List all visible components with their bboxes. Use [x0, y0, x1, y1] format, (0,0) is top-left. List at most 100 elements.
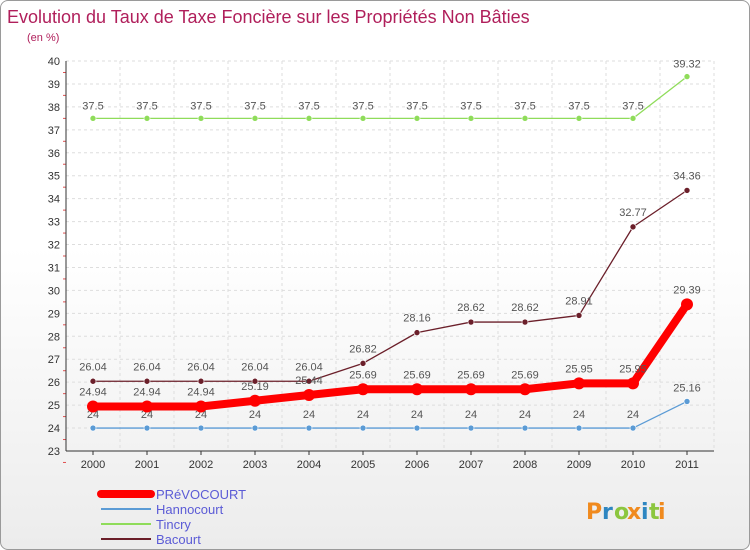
axes: 23 24 25 26 27 28 29 30 31 32 33 34 35 36 37 38 39 40 2000… [48, 56, 714, 471]
y-tick-label: 31 [48, 262, 60, 274]
data-label: 25.95 [619, 363, 647, 375]
data-point [413, 115, 421, 122]
logo-letter: x [627, 500, 641, 525]
data-label: 25.69 [457, 369, 485, 381]
data-label: 29.39 [673, 284, 701, 296]
data-label: 26.04 [187, 361, 215, 373]
logo-letter: o [614, 500, 629, 525]
data-point [195, 400, 207, 413]
series-line-tincry [92, 75, 688, 120]
data-label: 25.69 [403, 369, 431, 381]
x-tick-label: 2004 [297, 459, 321, 471]
data-label: 37.5 [460, 100, 481, 112]
y-tick-label: 35 [48, 171, 60, 183]
chart-title: Evolution du Taux de Taxe Foncière sur l… [7, 7, 530, 27]
data-point [683, 187, 691, 194]
legend-label: Bacourt [156, 532, 201, 547]
data-point [141, 400, 153, 413]
x-tick-label: 2009 [567, 459, 591, 471]
data-point [143, 115, 151, 122]
data-point [681, 298, 693, 311]
data-point [467, 318, 475, 326]
data-label: 24 [87, 409, 99, 421]
data-point [197, 115, 205, 122]
data-point [197, 424, 205, 432]
data-label: 39.32 [673, 59, 701, 71]
data-label: 24 [249, 409, 261, 421]
data-label: 32.77 [619, 207, 647, 219]
data-point [413, 329, 421, 336]
y-tick-label: 37 [48, 125, 60, 137]
data-point [87, 400, 99, 413]
data-point [521, 318, 529, 326]
logo-letter: i [641, 500, 649, 525]
data-point [629, 115, 637, 122]
data-label: 24 [141, 409, 153, 421]
y-tick-label: 26 [48, 377, 60, 389]
data-point [359, 424, 367, 432]
x-tick-label: 2001 [135, 459, 159, 471]
data-label: 25.44 [295, 375, 323, 387]
data-label: 28.62 [511, 302, 539, 314]
data-point [627, 377, 639, 390]
y-tick-label: 29 [48, 308, 60, 320]
data-label: 24.94 [133, 386, 161, 398]
data-point [89, 424, 97, 432]
logo-letter: P [586, 500, 602, 525]
x-tick-label: 2006 [405, 459, 429, 471]
data-point [251, 424, 259, 432]
logo-letter: r [602, 500, 613, 525]
y-tick-label: 25 [48, 400, 60, 412]
data-label: 24 [465, 409, 477, 421]
data-label: 37.5 [352, 100, 373, 112]
data-point [89, 115, 97, 122]
data-label: 37.5 [406, 100, 427, 112]
data-point [629, 424, 637, 432]
data-label: 25.16 [673, 382, 701, 394]
data-label: 37.5 [622, 100, 643, 112]
data-label: 24.94 [79, 386, 107, 398]
legend-label: Hannocourt [156, 502, 224, 517]
x-tick-label: 2011 [675, 459, 699, 471]
y-tick-label: 24 [48, 423, 60, 435]
logo-letter: t [649, 500, 660, 525]
data-point [357, 383, 369, 396]
data-label: 24 [411, 409, 423, 421]
y-tick-label: 33 [48, 217, 60, 229]
data-label: 37.5 [568, 100, 589, 112]
data-label: 25.69 [349, 369, 377, 381]
data-label: 28.16 [403, 313, 431, 325]
data-label: 37.5 [514, 100, 535, 112]
data-label: 26.04 [133, 361, 161, 373]
data-label: 24 [195, 409, 207, 421]
data-point [521, 115, 529, 122]
y-tick-label: 28 [48, 331, 60, 343]
data-point [359, 360, 367, 367]
legend-label: PRéVOCOURT [156, 487, 246, 502]
x-tick-label: 2000 [81, 459, 105, 471]
x-tick-label: 2007 [459, 459, 483, 471]
data-point [683, 73, 691, 80]
y-tick-label: 39 [48, 79, 60, 91]
x-tick-label: 2002 [189, 459, 213, 471]
series-line-prévocourt [89, 300, 691, 411]
data-point [303, 389, 315, 402]
data-label: 24 [573, 409, 585, 421]
data-label: 37.5 [298, 100, 319, 112]
y-tick-label: 38 [48, 102, 60, 114]
data-label: 37.5 [82, 100, 103, 112]
data-point [305, 115, 313, 122]
data-label: 28.91 [565, 295, 593, 307]
data-label: 26.04 [295, 361, 323, 373]
data-point [573, 377, 585, 390]
data-label: 34.36 [673, 170, 701, 182]
y-tick-label: 36 [48, 148, 60, 160]
data-point [683, 398, 691, 405]
data-point [465, 383, 477, 396]
data-label: 37.5 [244, 100, 265, 112]
data-label: 26.04 [79, 361, 107, 373]
y-tick-label: 34 [48, 194, 60, 206]
